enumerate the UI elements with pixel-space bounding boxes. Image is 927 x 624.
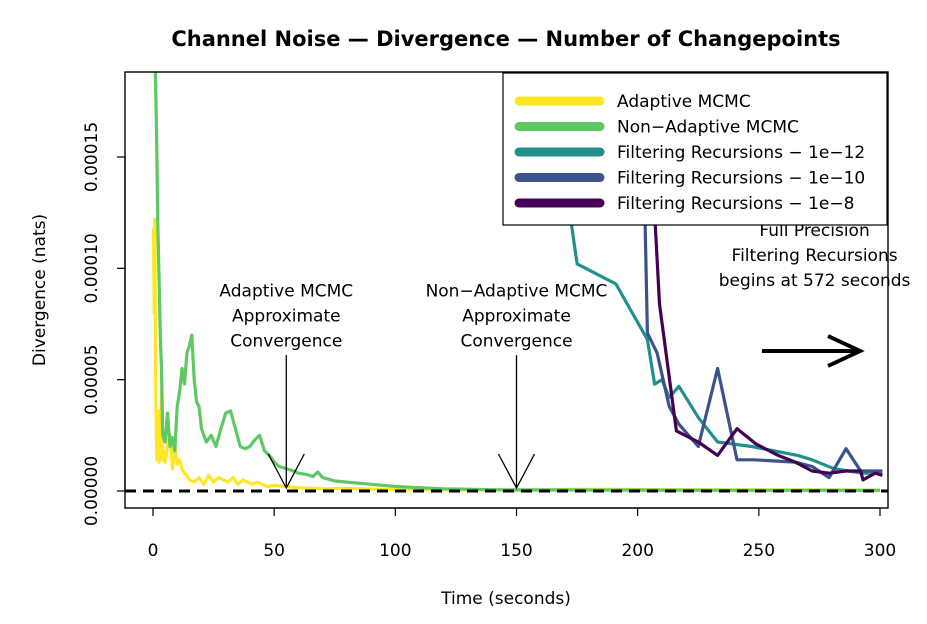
- legend-label: Filtering Recursions − 1e−8: [617, 194, 854, 214]
- annotation-text: Approximate: [232, 306, 341, 326]
- plot-frame: [124, 71, 889, 509]
- legend: Adaptive MCMC Non−Adaptive MCMC Filtering …: [502, 72, 888, 226]
- annotation-text: Full Precision: [759, 221, 869, 241]
- series-line-2: [568, 212, 883, 475]
- x-tick-label: 300: [864, 541, 896, 561]
- series-line-3: [643, 212, 883, 480]
- annotation-0: Adaptive MCMC Approximate Convergence: [219, 281, 353, 490]
- annotation-1: Non−Adaptive MCMC Approximate Convergence: [426, 281, 608, 490]
- x-tick-label: 150: [500, 541, 532, 561]
- annotation-text: Approximate: [462, 306, 571, 326]
- annotation-text: Convergence: [460, 331, 572, 351]
- chart-title: Channel Noise — Divergence — Number of C…: [171, 27, 840, 51]
- annotation-text: begins at 572 seconds: [719, 271, 911, 291]
- series-line-4: [653, 212, 883, 482]
- series-line-1: [153, 72, 880, 492]
- right-arrow-head: [827, 334, 865, 368]
- legend-label: Filtering Recursions − 1e−12: [617, 143, 865, 163]
- legend-label: Filtering Recursions − 1e−10: [617, 169, 865, 189]
- annotation-text: Adaptive MCMC: [219, 281, 353, 301]
- annotation-text: Convergence: [230, 331, 342, 351]
- y-tick-label: 0.00015: [82, 122, 102, 192]
- y-tick-label: 0.00010: [82, 233, 102, 303]
- y-tick-label: 0.00000: [82, 456, 102, 526]
- x-tick-label: 0: [148, 541, 159, 561]
- y-axis-label: Divergence (nats): [30, 214, 50, 366]
- x-axis-label: Time (seconds): [440, 589, 571, 609]
- x-tick-label: 100: [379, 541, 411, 561]
- annotation-arrow-head: [497, 453, 536, 490]
- x-tick-label: 250: [743, 541, 775, 561]
- x-tick-label: 50: [263, 541, 285, 561]
- annotation-arrow-head: [267, 453, 305, 490]
- legend-label: Non−Adaptive MCMC: [617, 118, 799, 138]
- x-tick-label: 200: [621, 541, 653, 561]
- legend-label: Adaptive MCMC: [617, 92, 751, 112]
- annotation-text: Non−Adaptive MCMC: [426, 281, 608, 301]
- annotations: Adaptive MCMCApproximateConvergenceNon−A…: [219, 221, 911, 490]
- annotation-text: Filtering Recursions: [732, 246, 898, 266]
- y-tick-label: 0.00005: [82, 345, 102, 415]
- plot-area: [125, 72, 888, 493]
- annotation-2: Full Precision Filtering Recursions begins…: [719, 221, 911, 291]
